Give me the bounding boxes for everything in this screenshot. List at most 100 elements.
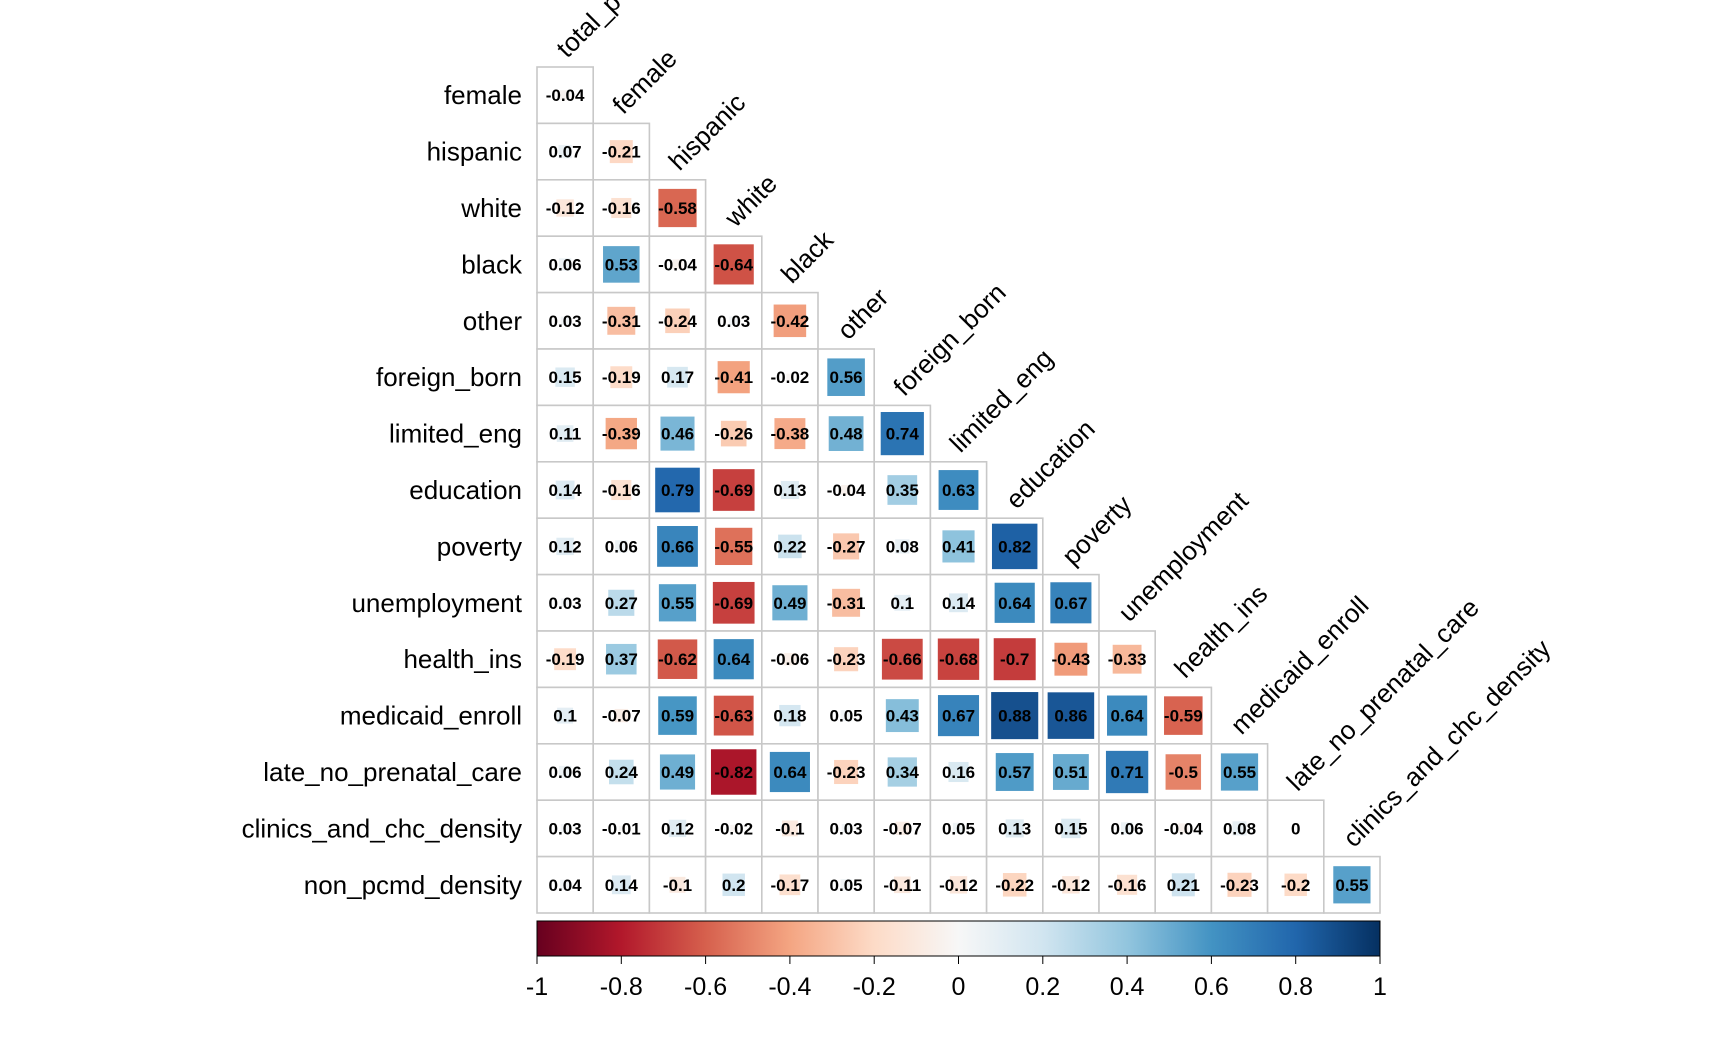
correlation-value: -0.59: [1164, 707, 1203, 726]
legend-tick-label: -0.2: [853, 973, 896, 1001]
correlation-square: [1105, 750, 1149, 794]
grid-cell: [704, 291, 763, 350]
correlation-square: [773, 304, 807, 338]
correlation-square: [611, 875, 631, 895]
correlation-square: [605, 417, 637, 450]
correlation-value: -0.12: [546, 199, 585, 218]
correlation-value: -0.1: [663, 876, 692, 895]
grid-cell: [536, 404, 595, 463]
correlation-value: 0.05: [942, 819, 975, 838]
column-label: hispanic: [663, 87, 752, 176]
correlation-square: [560, 824, 570, 833]
row-label: medicaid_enroll: [340, 701, 522, 731]
column-label: black: [775, 224, 840, 289]
correlation-square: [713, 639, 754, 680]
correlation-square: [834, 647, 859, 672]
correlation-square: [1062, 876, 1080, 894]
correlation-value: -0.11: [883, 876, 921, 895]
correlation-square: [887, 757, 917, 787]
correlation-square: [786, 373, 794, 381]
correlation-value: 0.21: [1167, 876, 1200, 895]
correlation-value: -0.12: [1052, 876, 1091, 895]
legend-tick-label: 0.4: [1110, 973, 1145, 1001]
correlation-value: -0.04: [546, 86, 585, 105]
correlation-value: -0.02: [714, 819, 753, 838]
correlation-value: 0.56: [830, 368, 863, 387]
correlation-value: 0.64: [998, 594, 1032, 613]
correlation-value: -0.07: [883, 819, 922, 838]
correlation-value: 0.06: [1111, 819, 1144, 838]
correlation-value: 0.55: [661, 594, 694, 613]
correlation-square: [781, 820, 798, 837]
correlation-square: [609, 759, 634, 785]
row-label: unemployment: [351, 588, 522, 618]
correlation-square: [1112, 644, 1142, 674]
correlation-square: [827, 358, 865, 396]
correlation-value: 0.14: [549, 481, 583, 500]
correlation-square: [1165, 754, 1202, 790]
correlation-value: -0.39: [602, 425, 641, 444]
correlation-value: -0.01: [602, 819, 641, 838]
row-label: clinics_and_chc_density: [242, 813, 522, 843]
correlation-square: [659, 754, 696, 790]
correlation-value: 0.63: [942, 481, 975, 500]
correlation-value: 0.71: [1111, 763, 1144, 782]
correlation-value: 0.11: [549, 425, 581, 444]
correlation-value: 0.17: [661, 368, 694, 387]
correlation-square: [669, 876, 686, 893]
correlation-value: 0.88: [998, 707, 1031, 726]
correlation-square: [611, 197, 632, 219]
correlation-square: [658, 584, 697, 622]
correlation-square: [840, 879, 852, 891]
correlation-value: -0.64: [714, 255, 753, 274]
correlation-value: 0.03: [549, 819, 582, 838]
correlation-value: 0.06: [605, 537, 638, 556]
legend-tick-label: -0.4: [768, 973, 811, 1001]
grid-cell: [1266, 799, 1325, 858]
correlation-value: 0.16: [942, 763, 975, 782]
correlation-value: 0.86: [1054, 707, 1087, 726]
correlation-value: -0.31: [602, 312, 641, 331]
correlation-square: [881, 638, 923, 680]
correlation-value: 0.67: [1054, 594, 1087, 613]
correlation-square: [560, 598, 570, 608]
correlation-value: 0.55: [1335, 876, 1368, 895]
correlation-value: -0.43: [1052, 650, 1091, 669]
column-label: total_p: [550, 0, 626, 63]
correlation-square: [772, 585, 808, 621]
column-label: poverty: [1056, 489, 1138, 571]
correlation-square: [668, 819, 687, 838]
correlation-value: -0.12: [939, 876, 978, 895]
row-label: limited_eng: [389, 419, 522, 449]
correlation-value: 0.64: [1111, 707, 1145, 726]
correlation-square: [712, 581, 755, 624]
correlation-square: [657, 526, 698, 567]
correlation-value: 0.48: [830, 425, 863, 444]
column-label: clinics_and_chc_density: [1337, 633, 1556, 852]
correlation-square: [993, 638, 1036, 681]
correlation-value: 0.04: [549, 876, 583, 895]
correlation-value: 0.74: [886, 425, 920, 444]
correlation-value: -0.2: [1281, 876, 1310, 895]
correlation-square: [832, 588, 861, 617]
correlation-square: [778, 534, 802, 559]
correlation-square: [1333, 866, 1371, 904]
correlation-square: [557, 707, 574, 724]
correlation-value: 0.13: [998, 819, 1031, 838]
correlation-square: [894, 594, 911, 611]
correlation-square: [712, 469, 755, 511]
correlation-value: -0.66: [883, 650, 922, 669]
correlation-value: -0.5: [1169, 763, 1198, 782]
correlation-square: [938, 470, 979, 510]
correlation-square: [655, 467, 700, 513]
correlation-value: 0.49: [661, 763, 694, 782]
correlation-square: [780, 480, 799, 500]
correlation-square: [610, 366, 633, 389]
correlation-value: -0.31: [827, 594, 866, 613]
correlation-square: [556, 199, 574, 217]
correlation-square: [769, 751, 810, 793]
correlation-value: 0.46: [661, 425, 694, 444]
correlation-value: 0.49: [773, 594, 806, 613]
correlation-square: [1054, 642, 1088, 676]
correlation-value: -0.69: [714, 481, 753, 500]
